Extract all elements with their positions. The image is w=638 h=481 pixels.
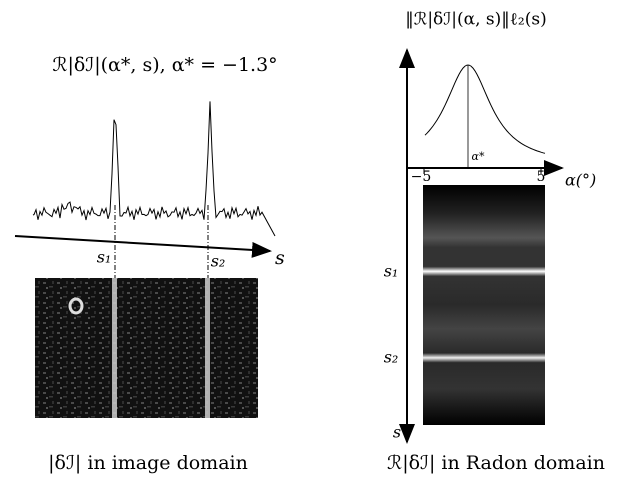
right-title: ‖ℛ|δℐ|(α, s)‖ℓ₂(s) [405, 10, 546, 30]
x-axis-label: α(°) [565, 171, 596, 190]
signal-curve [32, 101, 276, 237]
s2-label: s₂ [384, 348, 399, 367]
radon-domain [423, 185, 545, 425]
alpha-star-label: α* [472, 150, 485, 163]
image-domain [35, 278, 258, 418]
tick-label: 5 [537, 169, 546, 185]
bright-line [205, 278, 210, 418]
left-caption: |δℐ| in image domain [48, 452, 248, 474]
s1-label: s₁ [384, 262, 399, 281]
right-caption: ℛ|δℐ| in Radon domain [387, 452, 605, 474]
norm-curve [424, 64, 546, 154]
s2-label: s₂ [211, 252, 226, 271]
blob [68, 297, 84, 315]
s-axis-label: s [275, 247, 285, 269]
tick-label: −5 [411, 169, 432, 185]
s1-label: s₁ [97, 248, 112, 267]
bright-line [112, 278, 117, 418]
s-axis [14, 235, 272, 258]
left-title: ℛ|δℐ|(α*, s), α* = −1.3° [52, 54, 277, 76]
s-axis-label: s [393, 423, 401, 442]
